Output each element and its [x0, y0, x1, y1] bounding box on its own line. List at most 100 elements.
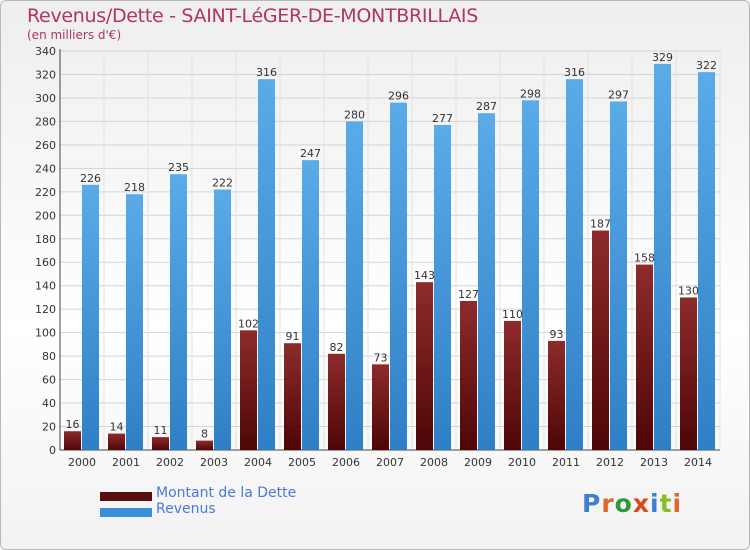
- logo-letter: x: [632, 489, 650, 518]
- y-tick-label: 260: [35, 139, 56, 152]
- y-tick-label: 240: [35, 162, 56, 175]
- logo-letter: i: [650, 489, 660, 518]
- data-label-dette: 16: [66, 418, 80, 431]
- x-tick-label: 2007: [376, 456, 404, 469]
- bar-dette: [64, 431, 81, 450]
- y-tick-label: 200: [35, 209, 56, 222]
- data-label-dette: 73: [374, 351, 388, 364]
- bar-revenus: [698, 72, 715, 450]
- data-label-revenus: 287: [476, 100, 497, 113]
- bar-revenus: [214, 189, 231, 450]
- data-label-dette: 110: [502, 308, 523, 321]
- data-label-dette: 11: [154, 424, 168, 437]
- bar-dette: [240, 330, 257, 450]
- bar-revenus: [170, 174, 187, 450]
- bar-revenus: [302, 160, 319, 450]
- data-label-revenus: 298: [520, 87, 541, 100]
- y-tick-label: 120: [35, 303, 56, 316]
- data-label-revenus: 218: [124, 181, 145, 194]
- legend-swatch-dette: [100, 492, 152, 501]
- x-tick-label: 2011: [552, 456, 580, 469]
- x-tick-label: 2004: [244, 456, 272, 469]
- data-label-dette: 14: [110, 421, 124, 434]
- y-tick-label: 60: [42, 374, 56, 387]
- y-tick-label: 80: [42, 350, 56, 363]
- data-label-revenus: 226: [80, 172, 101, 185]
- y-tick-label: 0: [49, 444, 56, 457]
- y-tick-label: 20: [42, 421, 56, 434]
- axes: 0 20 40 60 80 100 120 140 160 180 200 220 240 260 280 3…: [35, 45, 720, 469]
- bar-revenus: [654, 63, 671, 451]
- x-tick-label: 2005: [288, 456, 316, 469]
- logo-letter: i: [672, 489, 683, 518]
- y-tick-label: 320: [35, 68, 56, 81]
- y-tick-label: 100: [35, 327, 56, 340]
- data-label-dette: 82: [330, 341, 344, 354]
- legend-swatch-revenus: [100, 508, 152, 517]
- data-label-revenus: 247: [300, 147, 321, 160]
- bar-dette: [460, 300, 477, 450]
- bar-revenus: [610, 101, 627, 450]
- bar-revenus: [522, 100, 539, 450]
- bar-revenus: [346, 121, 363, 450]
- x-tick-label: 2000: [68, 456, 96, 469]
- data-label-revenus: 316: [564, 66, 585, 79]
- bar-dette: [548, 340, 565, 450]
- data-label-revenus: 235: [168, 161, 189, 174]
- x-tick-label: 2014: [684, 456, 712, 469]
- bar-dette: [152, 437, 169, 450]
- y-tick-label: 280: [35, 115, 56, 128]
- data-label-dette: 93: [550, 328, 564, 341]
- bar-dette: [284, 343, 301, 450]
- logo-letter: P: [582, 489, 602, 518]
- bar-revenus: [126, 194, 143, 450]
- y-tick-label: 40: [42, 397, 56, 410]
- y-tick-label: 140: [35, 280, 56, 293]
- bar-dette: [196, 440, 213, 450]
- bar-revenus: [390, 102, 407, 451]
- x-tick-label: 2002: [156, 456, 184, 469]
- bars: [64, 63, 715, 451]
- bar-dette: [372, 364, 389, 450]
- data-label-dette: 91: [286, 330, 300, 343]
- bar-revenus: [566, 79, 583, 450]
- proxiti-logo: Proxiti: [582, 489, 682, 518]
- x-tick-label: 2001: [112, 456, 140, 469]
- data-label-revenus: 316: [256, 66, 277, 79]
- bar-dette: [328, 353, 345, 450]
- bar-revenus: [258, 79, 275, 450]
- logo-letter: t: [659, 489, 673, 518]
- x-tick-label: 2009: [464, 456, 492, 469]
- x-tick-label: 2008: [420, 456, 448, 469]
- bar-dette: [108, 433, 125, 450]
- data-label-dette: 127: [458, 288, 479, 301]
- y-tick-label: 340: [35, 45, 56, 58]
- bar-dette: [416, 282, 433, 450]
- x-tick-label: 2010: [508, 456, 536, 469]
- chart-title: Revenus/Dette - SAINT-LéGER-DE-MONTBRILL…: [27, 5, 478, 27]
- chart-subtitle: (en milliers d'€): [27, 28, 122, 42]
- x-tick-label: 2006: [332, 456, 360, 469]
- logo-letter: r: [601, 489, 615, 518]
- data-label-dette: 130: [678, 284, 699, 297]
- y-tick-label: 220: [35, 186, 56, 199]
- y-tick-label: 300: [35, 92, 56, 105]
- bar-revenus: [82, 184, 99, 450]
- bar-dette: [636, 264, 653, 450]
- bar-revenus: [434, 124, 451, 451]
- legend-label-dette: Montant de la Dette: [156, 485, 297, 501]
- data-label-revenus: 296: [388, 90, 409, 103]
- data-label-revenus: 222: [212, 176, 233, 189]
- bar-dette: [504, 320, 521, 450]
- x-tick-label: 2012: [596, 456, 624, 469]
- data-label-revenus: 329: [652, 51, 673, 64]
- data-label-dette: 102: [238, 317, 259, 330]
- legend-label-revenus: Revenus: [156, 501, 216, 517]
- data-label-dette: 143: [414, 269, 435, 282]
- bar-revenus: [478, 113, 495, 451]
- y-tick-label: 160: [35, 256, 56, 269]
- logo-letter: o: [614, 489, 633, 518]
- y-tick-label: 180: [35, 233, 56, 246]
- data-label-revenus: 277: [432, 112, 453, 125]
